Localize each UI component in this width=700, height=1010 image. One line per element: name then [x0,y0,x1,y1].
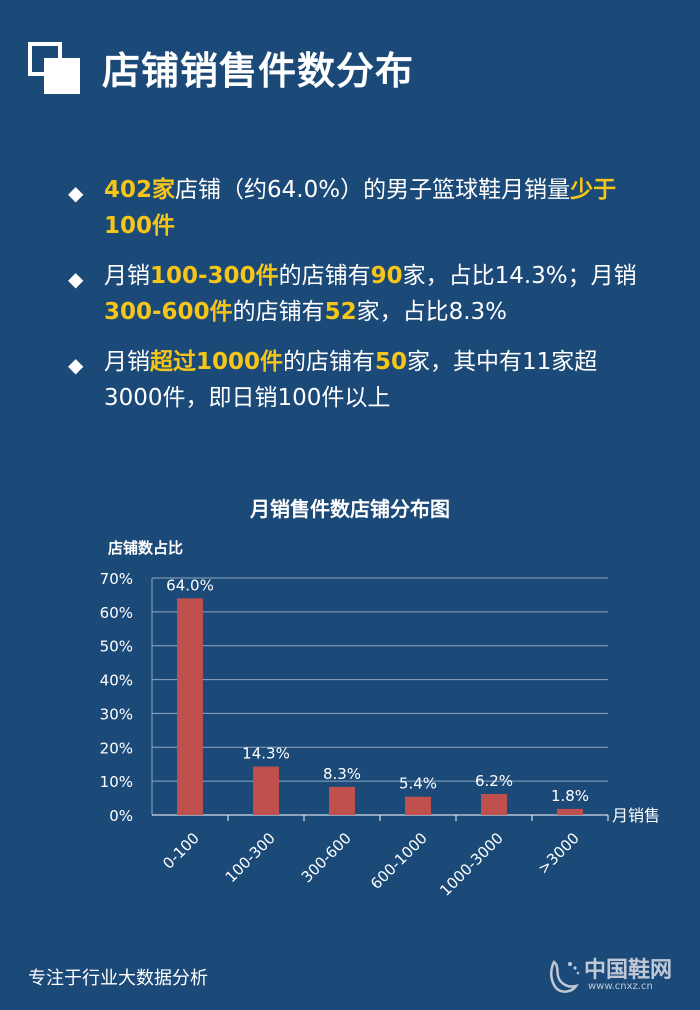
y-tick-label: 30% [100,705,133,723]
y-tick-label: 20% [100,739,133,757]
bar [405,796,431,815]
diamond-bullet-icon: ◆ [68,353,84,377]
bar [557,808,583,815]
y-tick-label: 0% [109,807,133,825]
highlight-text: 300-600件 [104,299,233,325]
data-label: 14.3% [242,745,290,763]
data-label: 1.8% [551,787,589,805]
bar [253,766,279,815]
header-logo-icon [28,42,80,94]
data-label: 6.2% [475,772,513,790]
watermark-url: www.cnxz.cn [588,981,653,992]
bullet-item: ◆ 402家店铺（约64.0%）的男子篮球鞋月销量少于100件 [66,172,646,244]
x-tick-label: >3000 [534,829,583,878]
y-tick-label: 50% [100,638,133,656]
highlight-text: 100-300件 [150,263,279,289]
highlight-text: 90 [370,263,403,289]
bullet-text: 店铺（约64.0%）的男子篮球鞋月销量 [175,177,571,203]
y-tick-label: 40% [100,672,133,690]
shoe-logo-icon [550,960,580,993]
data-label: 8.3% [323,765,361,783]
diamond-bullet-icon: ◆ [68,267,84,291]
bullet-text: 家，占比8.3% [356,299,508,325]
bar-chart: 0% 10% 20% 30% 40% 50% 60% 70% 64.0% 0-100 14.3% 10… [100,570,660,900]
y-tick-label: 60% [100,604,133,622]
bullet-text: 家，占比14.3%；月销 [402,263,637,289]
bar [177,598,203,815]
bullet-item: ◆ 月销100-300件的店铺有90家，占比14.3%；月销300-600件的店铺… [66,258,646,330]
highlight-text: 超过1000件 [150,349,284,375]
x-tick-label: 600-1000 [367,829,431,893]
highlight-text: 402家 [104,177,176,203]
x-tick-label: 0-100 [159,829,203,873]
data-label: 5.4% [399,775,437,793]
y-tick-label: 10% [100,773,133,791]
y-axis-label: 店铺数占比 [108,539,184,557]
footer-tagline: 专注于行业大数据分析 [28,968,208,989]
bullet-text: 的店铺有 [278,263,371,289]
diamond-bullet-icon: ◆ [68,181,84,205]
bullet-text: 家，其中有11家超3000件，即日销100件以上 [104,349,598,411]
bullet-item: ◆ 月销超过1000件的店铺有50家，其中有11家超3000件，即日销100件以上 [66,344,646,416]
x-tick-label: 300-600 [298,829,355,886]
bullet-text: 月销 [104,349,150,375]
data-label: 64.0% [166,576,214,594]
watermark-text: 中国鞋网 [584,958,673,983]
chart-title: 月销售件数店铺分布图 [250,497,450,521]
x-tick-label: 100-300 [222,829,279,886]
bullet-text: 的店铺有 [283,349,376,375]
bar [481,794,507,815]
highlight-text: 52 [324,299,357,325]
bullet-text: 月销 [104,263,150,289]
highlight-text: 50 [375,349,408,375]
bullet-list: ◆ 402家店铺（约64.0%）的男子篮球鞋月销量少于100件 ◆ 月销100-300… [66,172,646,430]
page-title: 店铺销售件数分布 [102,49,415,93]
bar [329,786,355,815]
watermark: 中国鞋网 www.cnxz.cn [548,952,688,1000]
bullet-text: 的店铺有 [232,299,325,325]
x-tick-label: 1000-3000 [436,829,507,900]
x-axis-label: 月销售 [612,806,660,825]
highlight-text: 少于100件 [104,177,617,239]
y-tick-label: 70% [100,570,133,588]
